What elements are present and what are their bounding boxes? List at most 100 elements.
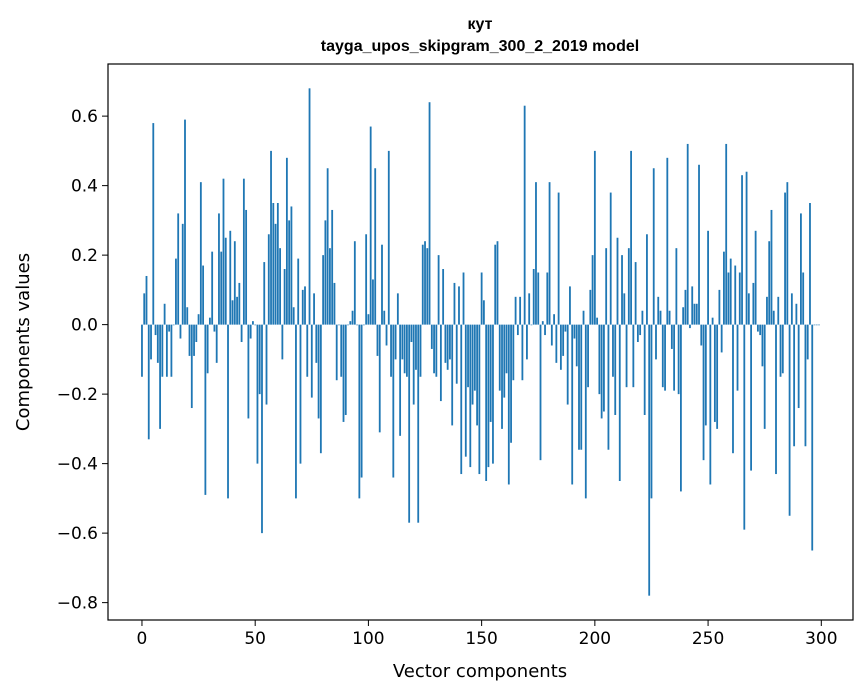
bar [632,324,635,388]
bar [310,324,313,398]
bar [383,310,386,325]
bar [675,248,678,325]
bar [779,324,782,377]
bar [600,324,603,419]
bar [451,324,454,426]
bar [288,220,291,325]
bar [813,324,816,326]
bar [698,164,700,325]
y-axis-label: Components values [13,253,34,431]
x-tick-label: 50 [244,629,266,649]
x-tick-label: 150 [465,629,497,649]
bars-group [141,88,820,596]
bar [503,324,506,398]
bar [213,324,216,332]
bar [618,324,621,481]
bar [229,230,232,325]
bar [566,324,569,405]
bar [168,324,171,332]
bar [301,289,304,325]
bar [593,150,596,325]
bar [467,324,469,388]
bar [752,282,755,325]
bar [193,324,195,356]
bar [430,324,433,349]
x-tick-label: 200 [579,629,611,649]
bar [725,143,728,325]
bar [614,324,617,415]
bar [324,220,327,325]
chart-title: кут [468,16,493,33]
bar [315,324,318,363]
bar [559,324,562,370]
bar [199,182,202,325]
bar [453,282,456,325]
bar [261,324,263,534]
bar [290,206,293,325]
bar [713,324,716,422]
bar [349,321,352,325]
bar [295,324,297,499]
bar [299,324,302,464]
bar [344,324,347,415]
bar [793,324,796,447]
bar [469,324,472,468]
bar [648,324,651,596]
bar [236,296,238,325]
bar [693,303,696,325]
x-axis-label: Vector components [393,661,567,682]
bar [458,286,460,325]
bar [421,244,424,325]
bar [487,324,490,468]
bar [426,248,429,325]
bar [396,293,399,325]
bar [242,178,245,325]
bar [190,324,193,409]
bar [358,324,361,499]
bar [734,265,737,325]
bar [630,150,632,325]
bar [661,324,664,388]
y-tick-label: 0.0 [71,316,98,336]
bar [308,88,311,325]
bar [410,324,413,343]
bar [342,324,345,422]
bar [526,324,528,360]
bar [772,310,775,325]
bar [372,279,374,325]
bar [188,324,191,356]
bar [297,258,300,325]
bar [609,192,612,325]
bar [369,126,372,325]
bar [761,324,764,367]
y-tick-label: 0.6 [71,107,98,127]
bar [492,324,494,464]
bar [478,324,481,475]
y-tick-label: −0.6 [57,524,98,544]
bar [435,324,438,377]
bar [711,317,714,325]
bar [356,324,358,326]
bar [548,182,551,325]
bar [227,324,229,499]
bar [550,324,553,346]
bar [186,307,189,325]
bar [727,272,730,325]
bar [270,150,272,325]
bar [152,123,155,325]
x-axis: 0 50 100 150 200 250 300 [137,620,838,649]
bar [684,289,687,325]
bar [224,237,227,325]
bar [265,324,268,405]
bar [598,324,601,395]
bar [616,237,619,325]
bar [691,286,694,325]
bar [233,241,236,325]
bar [485,324,488,481]
bar [707,230,709,325]
bar [238,282,241,325]
bar [381,244,383,325]
bar [276,203,279,325]
bar [775,324,777,475]
bar [763,324,766,429]
